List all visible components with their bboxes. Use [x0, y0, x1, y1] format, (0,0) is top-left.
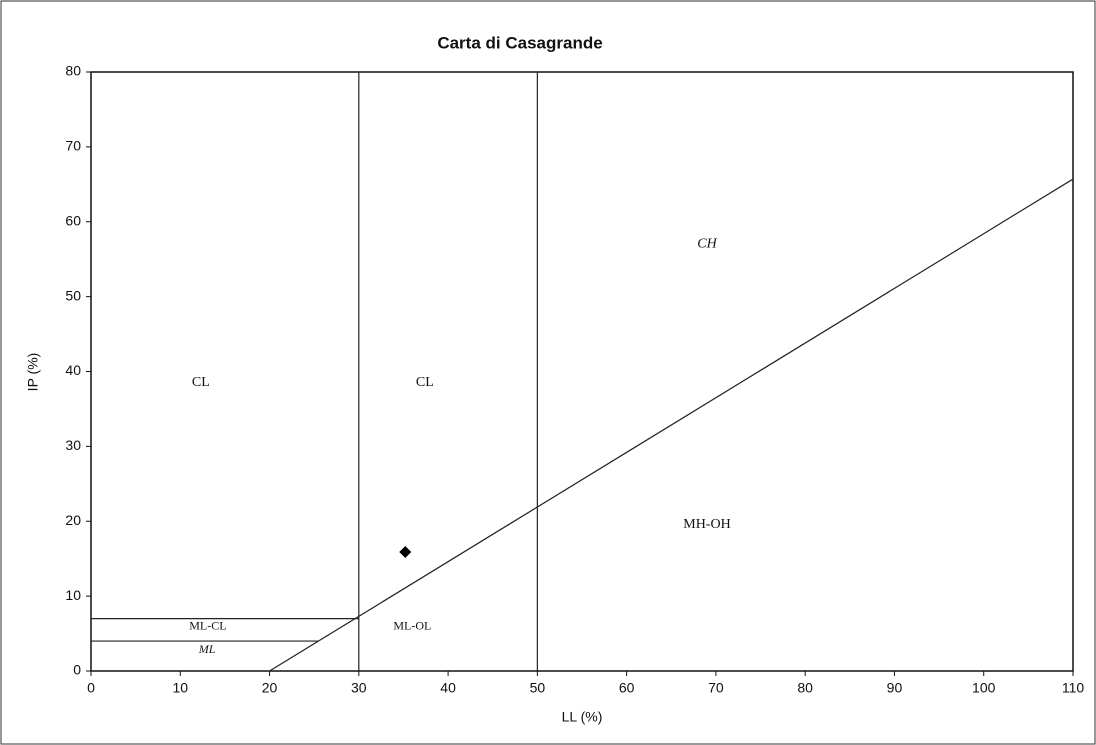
- region-label: MH-OH: [683, 517, 730, 532]
- y-tick-label: 40: [65, 362, 81, 378]
- region-label: ML: [198, 642, 216, 656]
- x-tick-label: 10: [172, 680, 188, 696]
- x-tick-label: 0: [87, 680, 95, 696]
- y-tick-label: 20: [65, 512, 81, 528]
- x-tick-label: 70: [708, 680, 724, 696]
- y-tick-label: 10: [65, 587, 81, 603]
- reference-line: [269, 178, 1074, 672]
- region-label: ML-CL: [189, 619, 226, 633]
- x-tick-label: 40: [440, 680, 456, 696]
- x-tick-label: 30: [351, 680, 367, 696]
- region-label: ML-OL: [393, 619, 431, 633]
- region-label: CH: [697, 236, 717, 251]
- y-tick-label: 60: [65, 212, 81, 228]
- x-tick-label: 110: [1062, 680, 1085, 696]
- x-tick-label: 20: [262, 680, 278, 696]
- y-tick-label: 50: [65, 287, 81, 303]
- chart-title: Carta di Casagrande: [437, 33, 602, 52]
- x-tick-label: 60: [619, 680, 635, 696]
- y-tick-label: 70: [65, 138, 81, 154]
- plot-area: [90, 71, 1074, 672]
- y-axis-label: IP (%): [25, 353, 41, 392]
- x-tick-label: 100: [972, 680, 996, 696]
- x-tick-label: 50: [530, 680, 546, 696]
- region-label: CL: [416, 375, 434, 390]
- x-tick-label: 90: [887, 680, 903, 696]
- data-point: [399, 545, 412, 558]
- y-tick-label: 30: [65, 437, 81, 453]
- region-label: CL: [192, 375, 210, 390]
- x-tick-label: 80: [797, 680, 813, 696]
- x-axis-label: LL (%): [562, 709, 603, 725]
- y-tick-label: 0: [73, 662, 81, 678]
- y-tick-label: 80: [65, 63, 81, 79]
